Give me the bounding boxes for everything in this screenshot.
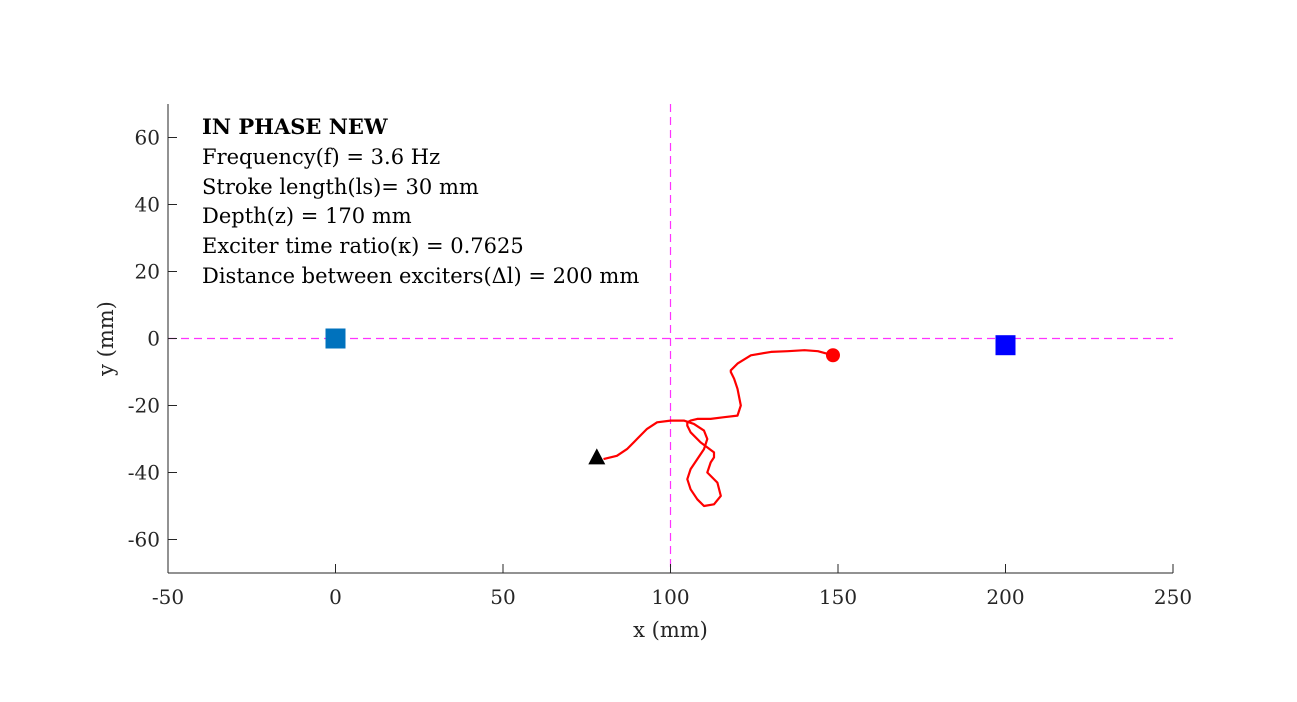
annotation-distance: Distance between exciters(Δl) = 200 mm bbox=[202, 264, 639, 288]
annotation-title: IN PHASE NEW bbox=[202, 114, 388, 139]
x-tick-label: 250 bbox=[1154, 585, 1192, 609]
x-tick-label: 100 bbox=[651, 585, 689, 609]
annotation-time-ratio: Exciter time ratio(κ) = 0.7625 bbox=[202, 234, 524, 258]
y-axis-label: y (mm) bbox=[94, 301, 118, 377]
x-tick-label: 150 bbox=[819, 585, 857, 609]
y-tick-label: -60 bbox=[128, 528, 160, 552]
y-tick-label: 20 bbox=[135, 260, 160, 284]
annotation-depth: Depth(z) = 170 mm bbox=[202, 204, 412, 228]
square-marker bbox=[995, 335, 1016, 356]
y-ticks: -60 -40 -20 0 20 40 60 bbox=[128, 126, 177, 552]
axes: -50 0 50 100 150 200 250 -60 -40 -20 0 20 40 60 bbox=[128, 104, 1192, 609]
annotation-block: IN PHASE NEW Frequency(f) = 3.6 Hz Strok… bbox=[202, 114, 639, 288]
markers bbox=[325, 328, 1016, 465]
y-tick-label: -40 bbox=[128, 461, 160, 485]
trajectory-series bbox=[603, 349, 834, 508]
circle-marker bbox=[825, 348, 840, 363]
x-tick-label: 50 bbox=[490, 585, 515, 609]
triangle-marker bbox=[588, 448, 606, 465]
annotation-frequency: Frequency(f) = 3.6 Hz bbox=[202, 145, 440, 169]
annotation-stroke-length: Stroke length(ls)= 30 mm bbox=[202, 175, 479, 199]
x-ticks: -50 0 50 100 150 200 250 bbox=[152, 564, 1192, 609]
y-tick-label: 60 bbox=[135, 126, 160, 150]
y-tick-label: -20 bbox=[128, 394, 160, 418]
y-tick-label: 40 bbox=[135, 193, 160, 217]
x-tick-label: -50 bbox=[152, 585, 184, 609]
square-marker bbox=[325, 328, 346, 349]
x-axis-label: x (mm) bbox=[633, 618, 708, 642]
x-tick-label: 200 bbox=[986, 585, 1024, 609]
y-tick-label: 0 bbox=[147, 327, 160, 351]
x-tick-label: 0 bbox=[329, 585, 342, 609]
trajectory-line bbox=[603, 349, 834, 508]
